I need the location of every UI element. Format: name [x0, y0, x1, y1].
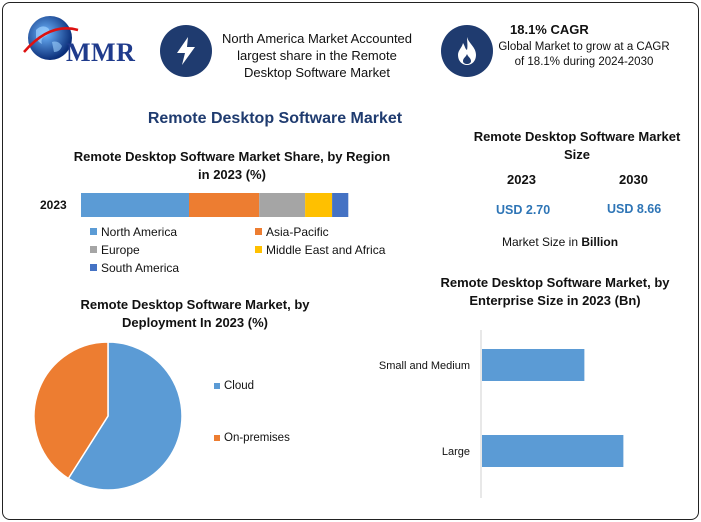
region-legend-label-2: Europe [101, 243, 140, 257]
market-size-value-2030: USD 8.66 [607, 202, 662, 216]
region-legend-label-0: North America [101, 225, 177, 239]
region-share-chart: 2023 North America Asia-Pacific Europe Midd… [40, 193, 386, 275]
market-size-unit: Market Size in Billion [502, 235, 618, 249]
market-size-title: Remote Desktop Software Market Size [473, 129, 681, 162]
cagr-title: 18.1% CAGR [510, 22, 589, 37]
highlight-flame-badge [441, 25, 493, 77]
flame-icon [458, 37, 476, 65]
lightning-icon [177, 37, 195, 65]
region-legend-swatch-1 [255, 228, 262, 235]
deployment-pie-chart: Cloud On-premises [33, 341, 290, 491]
enterprise-category-label-0: Small and Medium [379, 360, 470, 372]
enterprise-size-chart: Small and Medium Large [379, 330, 624, 498]
region-legend-swatch-0 [90, 228, 97, 235]
highlight-north-america-text: North America Market Accounted largest s… [221, 31, 413, 80]
region-chart-title: Remote Desktop Software Market Share, by… [73, 149, 391, 182]
brand-logo-text: MMR [66, 38, 136, 67]
region-bar-segment-0 [81, 193, 189, 217]
enterprise-category-label-1: Large [442, 446, 470, 458]
region-bar-segment-1 [189, 193, 260, 217]
pie-legend-label-0: Cloud [224, 380, 254, 392]
market-size-value-2023: USD 2.70 [496, 203, 551, 217]
pie-slice-1 [33, 341, 109, 480]
pie-legend-swatch-1 [214, 435, 220, 441]
pie-slice-0 [67, 341, 183, 491]
mmr-globe-logo-icon [23, 16, 79, 60]
enterprise-bar-1 [482, 435, 624, 467]
region-legend-swatch-3 [255, 246, 262, 253]
market-size-unit-value: Billion [581, 235, 619, 249]
region-legend-label-1: Asia-Pacific [266, 225, 329, 239]
market-size-year-2023: 2023 [507, 172, 536, 187]
market-size-unit-prefix: Market Size in [502, 235, 582, 249]
deployment-chart-title: Remote Desktop Software Market, by Deplo… [80, 297, 310, 330]
region-bar-segment-3 [305, 193, 333, 217]
region-category-label: 2023 [40, 198, 67, 212]
region-bar-segment-4 [332, 193, 349, 217]
enterprise-bar-0 [482, 349, 585, 381]
pie-legend-swatch-0 [214, 383, 220, 389]
region-legend-swatch-4 [90, 264, 97, 271]
region-legend-swatch-2 [90, 246, 97, 253]
cagr-description: Global Market to grow at a CAGR of 18.1%… [498, 41, 670, 68]
market-size-year-2030: 2030 [619, 172, 648, 187]
main-title: Remote Desktop Software Market [147, 110, 403, 127]
pie-legend-label-1: On-premises [224, 432, 290, 444]
region-legend-label-3: Middle East and Africa [266, 243, 386, 257]
region-legend-label-4: South America [101, 261, 179, 275]
region-bar-segment-2 [259, 193, 306, 217]
enterprise-chart-title: Remote Desktop Software Market, by Enter… [440, 275, 670, 308]
highlight-lightning-badge [160, 25, 212, 77]
